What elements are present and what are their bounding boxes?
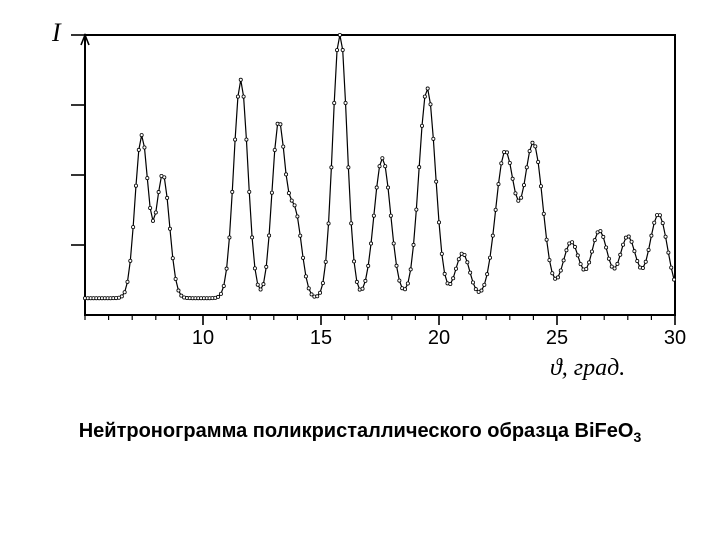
x-tick-label: 10	[192, 327, 214, 350]
chart-caption: Нейтронограмма поликристаллического обра…	[0, 420, 720, 445]
x-tick-label: 25	[546, 327, 568, 350]
diffraction-chart	[35, 25, 685, 345]
x-tick-label: 30	[664, 327, 686, 350]
chart-svg	[35, 25, 685, 345]
x-tick-label: 15	[310, 327, 332, 350]
x-axis-label: ϑ, град.	[550, 355, 625, 382]
x-tick-label: 20	[428, 327, 450, 350]
y-axis-label: I	[52, 18, 61, 48]
